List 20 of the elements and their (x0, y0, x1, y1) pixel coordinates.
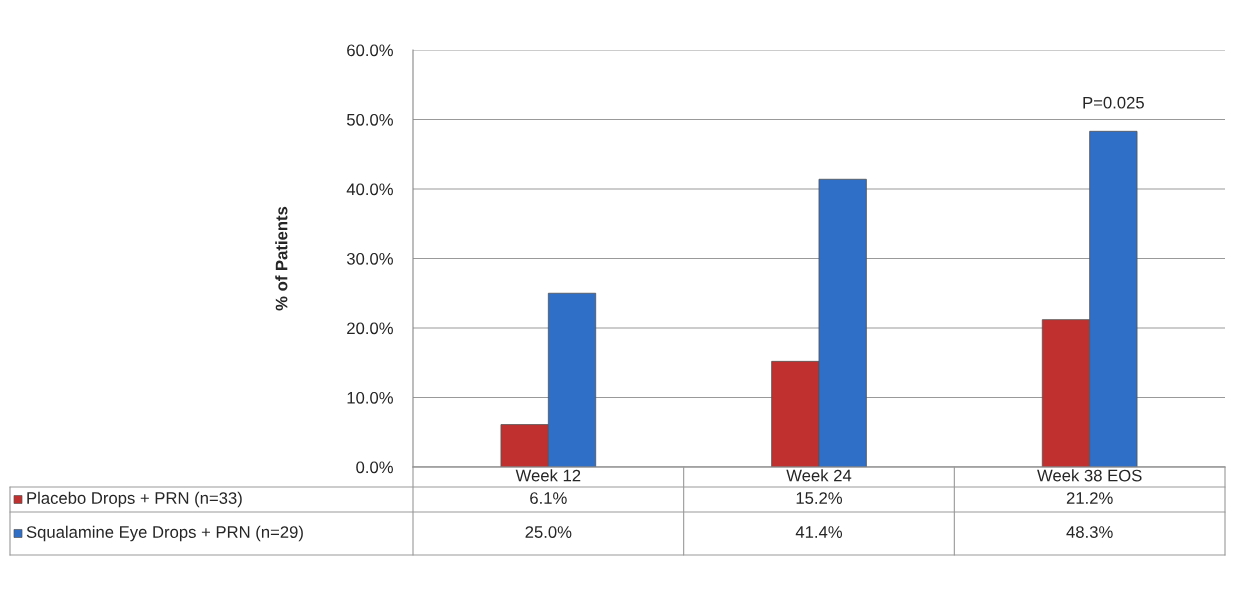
legend-label: Placebo Drops + PRN (n=33) (27, 491, 242, 508)
y-tick-label: 20.0% (347, 322, 393, 335)
y-tick-label: 30.0% (346, 252, 393, 265)
x-tick-label: Week 24 (786, 469, 852, 482)
data-label: 21.2% (1066, 492, 1113, 504)
data-label: 41.4% (795, 526, 843, 538)
data-label: 15.2% (796, 492, 843, 504)
y-tick-label: 60.0% (347, 44, 393, 57)
data-label: 25.0% (525, 526, 572, 538)
x-tick-label: Week 38 EOS (1037, 469, 1142, 482)
y-tick-label: 40.0% (346, 183, 393, 196)
annotation: P=0.025 (1083, 96, 1144, 109)
data-label: 48.3% (1066, 526, 1113, 538)
legend-label: Squalamine Eye Drops + PRN (n=29) (26, 525, 303, 542)
y-axis-title: % of Patients (275, 206, 288, 311)
y-tick-label: 0.0% (356, 461, 393, 474)
y-tick-label: 50.0% (346, 113, 393, 126)
x-tick-label: Week 12 (515, 469, 581, 482)
data-label: 6.1% (530, 492, 567, 504)
y-tick-label: 10.0% (347, 391, 393, 404)
